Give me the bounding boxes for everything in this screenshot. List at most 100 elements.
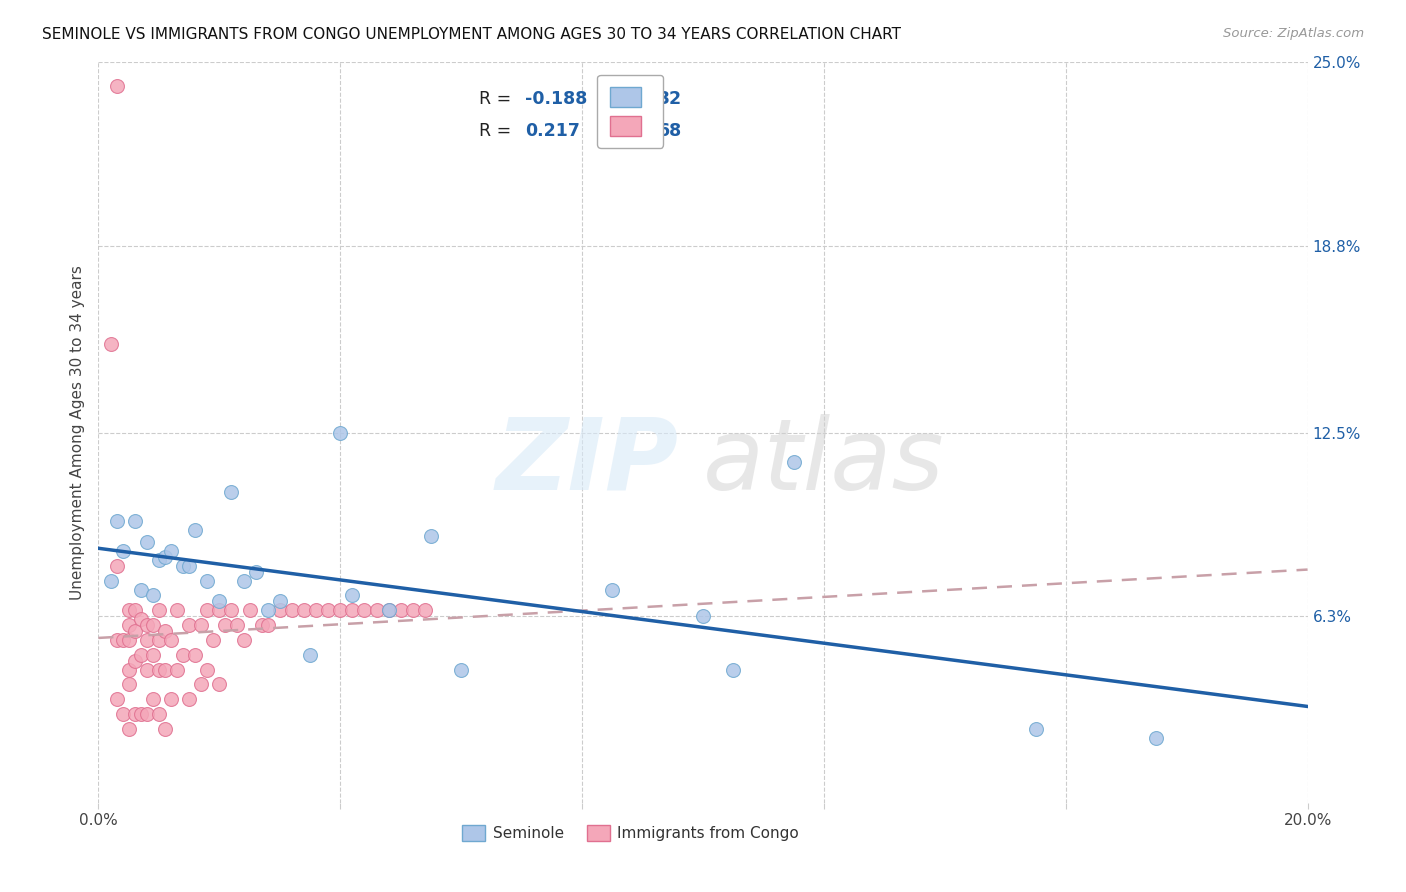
Point <box>111 706 134 721</box>
Point <box>239 603 262 617</box>
Point <box>118 722 141 736</box>
Point <box>153 549 176 564</box>
Point <box>221 484 243 499</box>
Point <box>148 663 170 677</box>
Text: 68: 68 <box>658 122 682 140</box>
Text: N =: N = <box>591 90 645 109</box>
Point <box>202 632 225 647</box>
Point <box>148 632 170 647</box>
Point <box>111 544 134 558</box>
Point <box>783 455 806 469</box>
Point <box>153 722 176 736</box>
Point <box>1144 731 1167 745</box>
Text: atlas: atlas <box>703 414 945 511</box>
Point <box>160 692 183 706</box>
Point <box>148 553 170 567</box>
Point <box>250 618 273 632</box>
Text: 0.217: 0.217 <box>526 122 581 140</box>
Point <box>166 603 188 617</box>
Point <box>602 582 624 597</box>
Point <box>142 648 165 662</box>
Point <box>135 618 157 632</box>
Point <box>1024 722 1046 736</box>
Point <box>329 603 352 617</box>
Point <box>256 618 278 632</box>
Point <box>377 603 399 617</box>
Point <box>692 609 714 624</box>
Point <box>135 663 157 677</box>
Text: SEMINOLE VS IMMIGRANTS FROM CONGO UNEMPLOYMENT AMONG AGES 30 TO 34 YEARS CORRELA: SEMINOLE VS IMMIGRANTS FROM CONGO UNEMPL… <box>42 27 901 42</box>
Point <box>377 603 399 617</box>
Point <box>172 648 194 662</box>
Text: R =: R = <box>479 90 517 109</box>
Point <box>256 603 278 617</box>
Point <box>269 603 291 617</box>
Point <box>118 677 141 691</box>
Point <box>124 624 146 638</box>
Point <box>208 603 231 617</box>
Point <box>142 692 165 706</box>
Point <box>124 515 146 529</box>
Text: Source: ZipAtlas.com: Source: ZipAtlas.com <box>1223 27 1364 40</box>
Point <box>184 524 207 538</box>
Point <box>366 603 388 617</box>
Point <box>232 632 254 647</box>
Text: -0.188: -0.188 <box>526 90 588 109</box>
Point <box>342 589 364 603</box>
Point <box>299 648 322 662</box>
Point <box>195 603 218 617</box>
Point <box>111 632 134 647</box>
Point <box>389 603 412 617</box>
Point <box>269 594 291 608</box>
Point <box>129 648 152 662</box>
Point <box>135 632 157 647</box>
Point <box>316 603 339 617</box>
Legend: Seminole, Immigrants from Congo: Seminole, Immigrants from Congo <box>456 819 806 847</box>
Point <box>402 603 425 617</box>
Point <box>305 603 328 617</box>
Point <box>342 603 364 617</box>
Point <box>221 603 243 617</box>
Point <box>723 663 745 677</box>
Point <box>184 648 207 662</box>
Point <box>413 603 436 617</box>
Point <box>214 618 236 632</box>
Point <box>118 618 141 632</box>
Point <box>195 574 218 588</box>
Point <box>129 612 152 626</box>
Point <box>232 574 254 588</box>
Point <box>118 603 141 617</box>
Point <box>129 706 152 721</box>
Point <box>190 677 212 691</box>
Point <box>135 535 157 549</box>
Point <box>129 582 152 597</box>
Point <box>160 632 183 647</box>
Point <box>208 594 231 608</box>
Point <box>153 624 176 638</box>
Text: N =: N = <box>591 122 645 140</box>
Point <box>292 603 315 617</box>
Point <box>166 663 188 677</box>
Text: ZIP: ZIP <box>496 414 679 511</box>
Point <box>420 529 443 543</box>
Point <box>105 692 128 706</box>
Point <box>190 618 212 632</box>
Point <box>100 574 122 588</box>
Point <box>226 618 249 632</box>
Point <box>179 558 201 573</box>
Point <box>105 558 128 573</box>
Point <box>208 677 231 691</box>
Point <box>329 425 352 440</box>
Point <box>148 603 170 617</box>
Point <box>118 663 141 677</box>
Point <box>135 706 157 721</box>
Point <box>353 603 375 617</box>
Point <box>100 336 122 351</box>
Point <box>153 663 176 677</box>
Point <box>142 618 165 632</box>
Text: R =: R = <box>479 122 523 140</box>
Point <box>142 589 165 603</box>
Point <box>172 558 194 573</box>
Y-axis label: Unemployment Among Ages 30 to 34 years: Unemployment Among Ages 30 to 34 years <box>69 265 84 600</box>
Point <box>105 632 128 647</box>
